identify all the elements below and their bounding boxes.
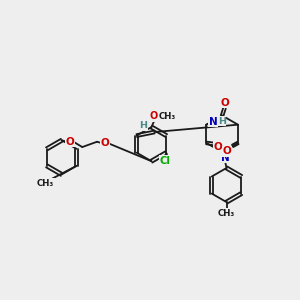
Text: N: N (221, 153, 230, 163)
Text: CH₃: CH₃ (37, 179, 54, 188)
Text: O: O (101, 138, 110, 148)
Text: O: O (150, 111, 158, 122)
Text: CH₃: CH₃ (218, 209, 235, 218)
Text: O: O (214, 142, 223, 152)
Text: Cl: Cl (159, 156, 170, 166)
Text: CH₃: CH₃ (158, 112, 176, 121)
Text: O: O (222, 146, 231, 156)
Text: O: O (65, 137, 74, 147)
Text: O: O (220, 98, 229, 108)
Text: N: N (209, 117, 218, 127)
Text: H: H (218, 117, 226, 126)
Text: H: H (139, 121, 147, 130)
